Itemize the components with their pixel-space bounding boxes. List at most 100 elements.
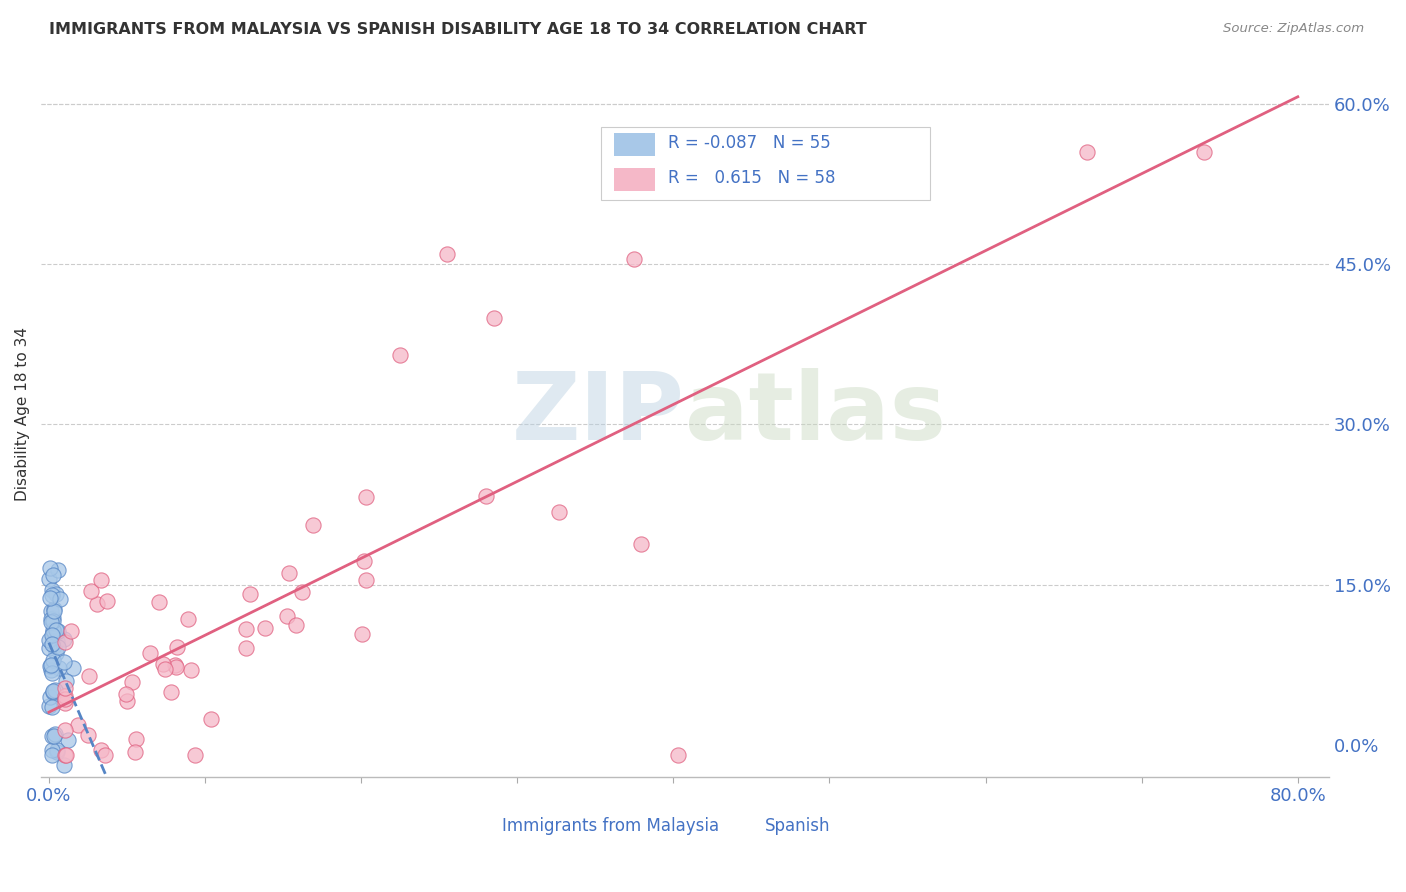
Point — [41, 700, 63, 714]
Text: atlas: atlas — [685, 368, 946, 459]
Point — [62, 661, 84, 675]
Point — [41, 743, 63, 757]
Point — [547, 505, 569, 519]
Point — [42, 623, 65, 637]
Point — [56, 732, 79, 747]
Point — [38, 561, 60, 575]
Point — [42, 639, 65, 653]
Point — [93, 748, 115, 763]
Point — [42, 624, 65, 639]
Point — [356, 574, 378, 588]
Point — [45, 623, 67, 637]
FancyBboxPatch shape — [724, 815, 756, 837]
Point — [38, 632, 60, 647]
Point — [39, 591, 62, 606]
Point — [666, 748, 689, 763]
Point — [45, 646, 67, 660]
Point — [148, 595, 170, 609]
Point — [389, 348, 412, 362]
Text: Source: ZipAtlas.com: Source: ZipAtlas.com — [1223, 22, 1364, 36]
Point — [166, 640, 188, 655]
Point — [475, 489, 498, 503]
Point — [39, 658, 62, 673]
FancyBboxPatch shape — [614, 133, 655, 156]
Point — [45, 587, 67, 601]
Text: Immigrants from Malaysia: Immigrants from Malaysia — [502, 817, 720, 835]
Point — [482, 310, 505, 325]
Point — [41, 729, 63, 743]
Point — [53, 690, 76, 704]
Point — [165, 658, 187, 673]
Point — [41, 628, 63, 642]
Point — [235, 640, 257, 655]
Point — [96, 593, 118, 607]
Point — [41, 666, 63, 681]
Point — [46, 633, 69, 648]
Point — [41, 588, 63, 602]
Y-axis label: Disability Age 18 to 34: Disability Age 18 to 34 — [15, 326, 30, 500]
Point — [125, 732, 148, 747]
Text: IMMIGRANTS FROM MALAYSIA VS SPANISH DISABILITY AGE 18 TO 34 CORRELATION CHART: IMMIGRANTS FROM MALAYSIA VS SPANISH DISA… — [49, 22, 868, 37]
Point — [67, 718, 90, 732]
Point — [77, 669, 100, 683]
Point — [41, 637, 63, 651]
Point — [46, 640, 69, 655]
Point — [1192, 145, 1215, 160]
FancyBboxPatch shape — [614, 168, 655, 191]
Point — [352, 627, 374, 641]
Point — [52, 656, 75, 670]
Point — [49, 592, 72, 607]
Point — [48, 661, 70, 675]
Point — [44, 604, 66, 618]
Point — [160, 685, 183, 699]
Point — [114, 687, 136, 701]
Point — [53, 692, 76, 706]
Point — [301, 517, 323, 532]
Point — [42, 614, 65, 628]
Point — [630, 537, 652, 551]
Point — [52, 758, 75, 772]
Point — [39, 615, 62, 630]
Point — [139, 646, 162, 660]
Point — [180, 663, 202, 677]
Point — [42, 729, 65, 743]
Point — [153, 663, 176, 677]
Text: Spanish: Spanish — [765, 817, 831, 835]
Point — [53, 723, 76, 738]
Point — [291, 585, 314, 599]
Point — [39, 663, 62, 677]
Point — [165, 659, 187, 673]
Point — [90, 743, 112, 757]
Point — [45, 745, 67, 759]
Point — [124, 746, 146, 760]
Point — [42, 602, 65, 616]
Point — [277, 566, 299, 580]
Point — [254, 622, 277, 636]
Point — [42, 611, 65, 625]
Point — [39, 690, 62, 704]
Point — [53, 681, 76, 695]
Point — [46, 743, 69, 757]
Point — [354, 491, 377, 505]
Text: ZIP: ZIP — [512, 368, 685, 459]
Point — [121, 675, 143, 690]
Point — [115, 693, 138, 707]
Point — [38, 641, 60, 656]
Point — [42, 631, 65, 645]
Point — [41, 625, 63, 640]
Point — [436, 246, 458, 260]
Point — [38, 699, 60, 714]
Point — [42, 683, 65, 698]
Point — [623, 252, 645, 266]
Text: R =   0.615   N = 58: R = 0.615 N = 58 — [668, 169, 835, 186]
Point — [90, 573, 112, 587]
Point — [53, 635, 76, 649]
Point — [38, 572, 60, 586]
Point — [44, 682, 66, 697]
Point — [39, 658, 62, 673]
Point — [184, 748, 207, 763]
Point — [276, 609, 298, 624]
Point — [52, 632, 75, 646]
Point — [46, 624, 69, 639]
Point — [177, 612, 200, 626]
